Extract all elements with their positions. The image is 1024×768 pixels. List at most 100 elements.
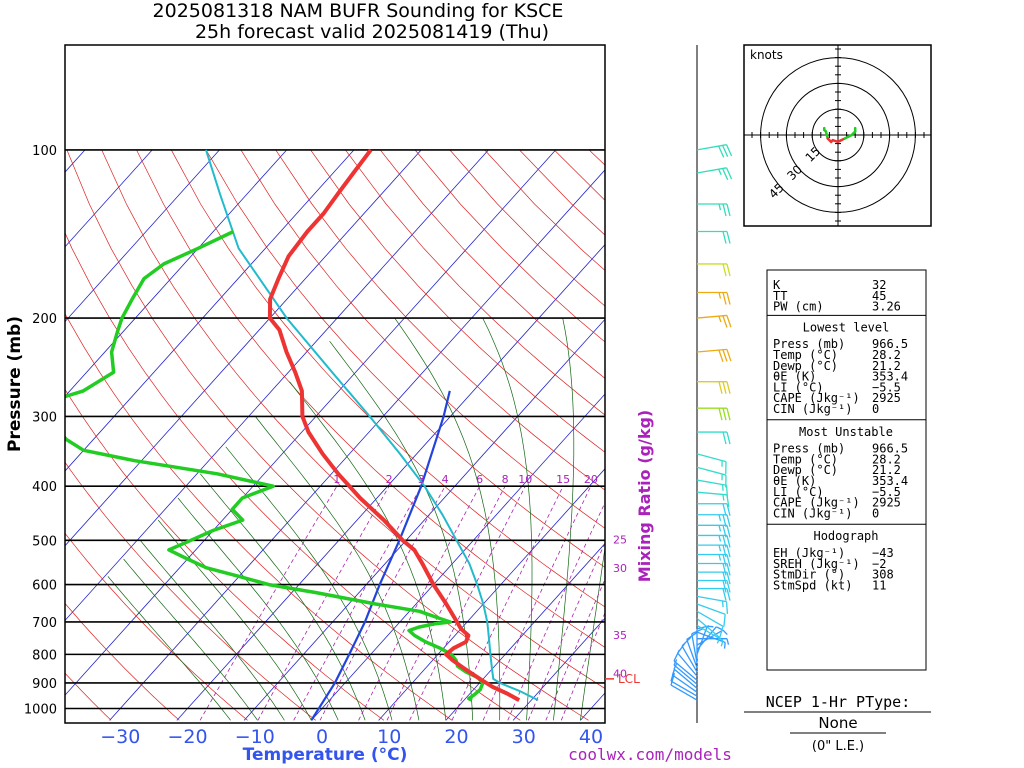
wind-barb (696, 167, 733, 181)
index-row-label: CAPE (Jkg⁻¹) (773, 496, 860, 510)
isotherm-line (512, 617, 605, 721)
wind-barb (681, 636, 698, 673)
mixing-ratio-labels: 1 2 3 4 6 8 10 15 20 25 30 35 40 (333, 473, 627, 680)
moist-adiabat (553, 318, 575, 721)
index-row-value: −5.5 (872, 485, 901, 499)
chart-subtitle: 25h forecast valid 2025081419 (Thu) (195, 21, 549, 43)
index-row-label: θE (K) (773, 474, 816, 488)
wind-barb (697, 203, 731, 217)
index-row-label: CIN (Jkg⁻¹) (773, 506, 852, 520)
isotherm-line (65, 149, 422, 547)
moist-adiabat (225, 446, 393, 721)
wind-barb (697, 571, 731, 585)
isobars (65, 149, 605, 710)
pressure-tick-label: 700 (32, 616, 57, 631)
mixing-ratio-top-label: 10 (518, 473, 532, 486)
wind-barbs (670, 144, 733, 701)
pressure-tick-label: 100 (32, 144, 57, 159)
wind-barb (697, 514, 731, 527)
isotherm-line (65, 149, 557, 696)
dry-adiabat (310, 149, 605, 453)
isotherm-line (243, 318, 605, 721)
y-axis-title: Pressure (mb) (5, 316, 25, 452)
moist-adiabat (139, 540, 285, 721)
index-row-value: 353.4 (872, 370, 908, 384)
dry-adiabat (275, 149, 605, 491)
ptype-note: (0" L.E.) (812, 739, 864, 754)
temperature-tick-label: −30 (100, 726, 140, 748)
moist-adiabat (329, 340, 474, 721)
mixing-ratio-side-label: 35 (613, 629, 627, 642)
isotherm-line (65, 149, 153, 248)
pressure-tick-label: 400 (32, 480, 57, 495)
index-row-label: CIN (Jkg⁻¹) (773, 402, 852, 416)
dry-adiabat (65, 532, 248, 721)
pressure-tick-label: 500 (32, 534, 57, 549)
index-row-value: 28.2 (872, 452, 901, 466)
temperature-tick-label: 30 (512, 726, 536, 748)
wind-barb (697, 431, 731, 445)
index-row-value: 45 (872, 289, 886, 303)
wind-barb (696, 314, 732, 328)
moist-adiabat (394, 317, 501, 721)
dry-adiabat (170, 149, 605, 608)
isotherm-line (311, 393, 605, 721)
wind-barb (696, 603, 726, 627)
dry-adiabat (65, 231, 521, 721)
temperature-profile-line (267, 148, 521, 702)
index-row-value: 28.2 (872, 348, 901, 362)
dry-adiabat (101, 149, 605, 689)
dry-adiabat (65, 461, 316, 721)
dry-adiabat (65, 312, 453, 721)
temperature-tick-label: 20 (444, 726, 468, 748)
footer-site: coolwx.com/models (568, 745, 732, 764)
isotherm-line (65, 149, 220, 323)
hodograph-ring (811, 108, 865, 162)
wind-barb (696, 595, 729, 615)
index-row-label: LI (°C) (773, 485, 824, 499)
index-row-label: SREH (Jkg⁻¹) (773, 557, 860, 571)
x-axis-title: Temperature (°C) (243, 745, 408, 765)
moist-adiabat (289, 381, 447, 721)
isotherm-line (65, 149, 489, 622)
wind-barb (697, 263, 731, 277)
indices-section-title: Hodograph (813, 529, 878, 543)
background-lines (65, 149, 605, 721)
wind-barb (697, 230, 731, 244)
index-row-label: Dewp (°C) (773, 359, 838, 373)
index-row-value: 21.2 (872, 359, 901, 373)
pressure-tick-label: 200 (32, 312, 57, 327)
index-row-label: StmDir (°) (773, 568, 845, 582)
wind-barb (697, 503, 731, 516)
pressure-tick-label: 800 (32, 648, 57, 663)
index-row-value: 0 (872, 402, 879, 416)
mixing-ratio-top-label: 4 (442, 473, 449, 486)
wind-barb (696, 479, 729, 498)
hodograph-trace (822, 126, 857, 144)
temperature-tick-label: 0 (316, 726, 328, 748)
moist-adiabat (123, 558, 258, 721)
wind-barb (697, 544, 731, 558)
wind-barb (696, 617, 721, 644)
index-row-value: 966.5 (872, 337, 908, 351)
ptype-panel: NCEP 1-Hr PType: None (0" L.E.) (744, 693, 931, 754)
mixing-ratio-side-label: 30 (613, 562, 627, 575)
pressure-tick-label: 300 (32, 410, 57, 425)
pressure-tick-label: 900 (32, 677, 57, 692)
temperature-tick-label: 10 (377, 726, 401, 748)
index-row-value: 11 (872, 578, 886, 592)
indices-section-title: Most Unstable (799, 425, 893, 439)
dry-adiabat (65, 672, 112, 721)
wind-barb (696, 624, 724, 647)
indices-table: K 32 TT 45 PW (cm) 3.26 Lowest level Press (mb)… (766, 269, 927, 671)
mixing-ratio-side-label: 40 (613, 667, 627, 680)
wind-barb (696, 453, 727, 474)
hodograph-ring (760, 57, 916, 213)
parcel-path-blue-line (310, 390, 451, 721)
moist-adiabat (107, 576, 231, 721)
index-row-label: StmSpd (kt) (773, 578, 852, 592)
wind-barb (697, 562, 731, 576)
wind-barb (696, 466, 727, 488)
